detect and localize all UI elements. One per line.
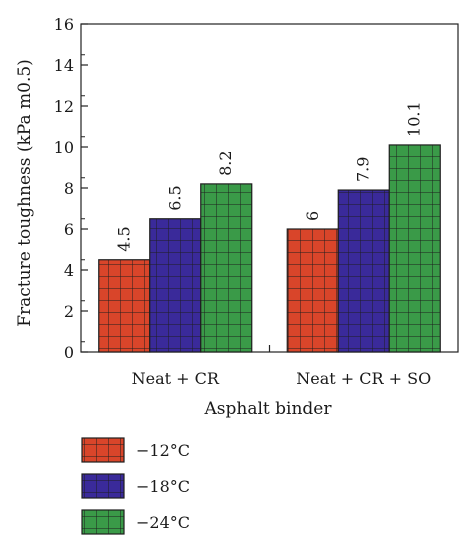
legend-swatch bbox=[81, 473, 125, 499]
y-axis-label: Fracture toughness (kPa m0.5) bbox=[15, 59, 35, 327]
y-tick-label: 10 bbox=[54, 138, 74, 157]
legend-label: −24°C bbox=[136, 513, 190, 532]
legend-swatch bbox=[81, 509, 125, 535]
y-tick-label: 6 bbox=[64, 220, 74, 239]
x-axis-label: Asphalt binder bbox=[204, 399, 333, 419]
data-label: 8.2 bbox=[216, 150, 235, 175]
x-tick-label: Neat + CR bbox=[132, 369, 220, 388]
y-tick-label: 2 bbox=[64, 302, 74, 321]
data-label: 7.9 bbox=[354, 157, 373, 182]
bar bbox=[149, 218, 202, 353]
data-label: 6.5 bbox=[165, 185, 184, 210]
data-label: 4.5 bbox=[114, 226, 133, 251]
y-tick-label: 14 bbox=[54, 56, 74, 75]
bar bbox=[98, 259, 151, 353]
bar bbox=[337, 189, 390, 353]
data-label: 10.1 bbox=[405, 101, 424, 137]
y-tick-label: 16 bbox=[54, 15, 74, 34]
legend: −12°C −18°C −24°C bbox=[81, 437, 190, 535]
legend-swatch bbox=[81, 437, 125, 463]
y-tick-label: 8 bbox=[64, 179, 74, 198]
bar bbox=[200, 183, 253, 353]
bar bbox=[286, 228, 339, 353]
y-tick-label: 4 bbox=[64, 261, 74, 280]
data-label: 6 bbox=[303, 211, 322, 221]
plot-area: 0 2 4 6 8 10 12 14 16 4.5 6.5 8.2 Neat + CR 6 7.9 10.1 N… bbox=[54, 15, 459, 388]
y-tick-label: 0 bbox=[64, 343, 74, 362]
bar bbox=[388, 144, 441, 353]
y-tick-label: 12 bbox=[54, 97, 74, 116]
legend-label: −18°C bbox=[136, 477, 190, 496]
x-tick-label: Neat + CR + SO bbox=[296, 369, 431, 388]
legend-label: −12°C bbox=[136, 441, 190, 460]
